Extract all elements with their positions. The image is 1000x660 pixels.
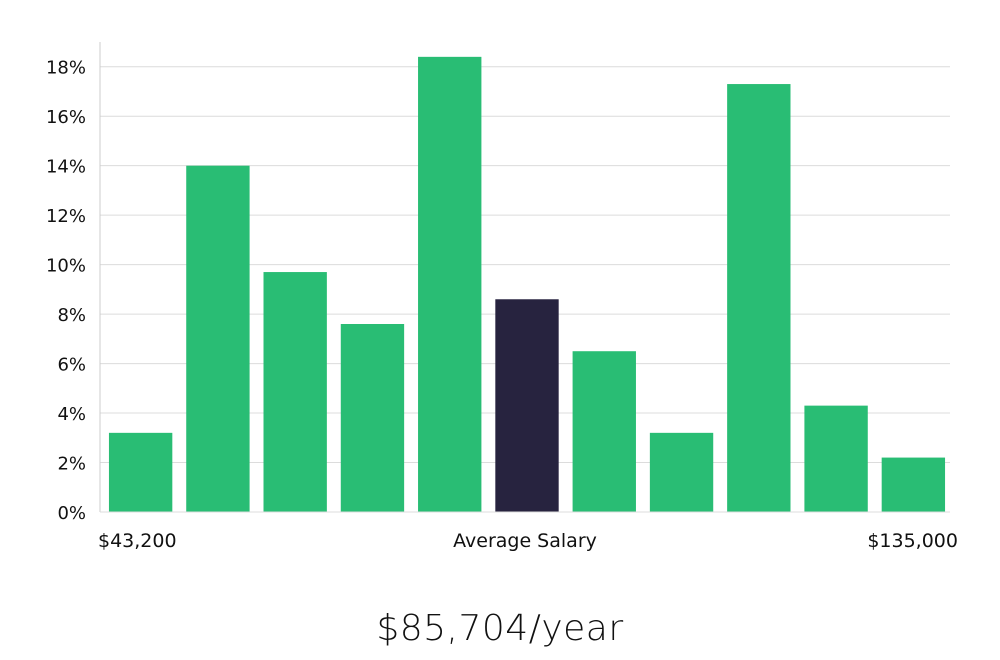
bars: [108, 56, 946, 513]
y-tick-label: 2%: [57, 454, 86, 475]
bar: [340, 324, 405, 512]
x-label-average-salary: Average Salary: [453, 530, 597, 552]
y-tick-label: 6%: [57, 355, 86, 376]
bar: [186, 165, 250, 512]
y-tick-label: 0%: [57, 503, 86, 524]
average-salary-value: $85,704/year: [376, 608, 624, 649]
y-tick-label: 10%: [46, 256, 86, 277]
bar: [727, 84, 791, 512]
x-label-min: $43,200: [98, 530, 177, 552]
bar: [108, 432, 173, 512]
bar: [881, 457, 946, 512]
y-tick-label: 8%: [57, 305, 86, 326]
y-tick-label: 14%: [46, 157, 86, 178]
y-tick-label: 4%: [57, 404, 86, 425]
bar-average-salary: [495, 299, 559, 512]
y-tick-label: 12%: [46, 206, 86, 227]
bar: [804, 405, 868, 512]
bar: [263, 272, 327, 512]
bar: [572, 351, 636, 512]
salary-histogram-chart: 0% 2% 4% 6% 8% 10% 12% 14% 16% 18% $43,200 Averag…: [46, 42, 958, 552]
y-axis-tick-labels: 0% 2% 4% 6% 8% 10% 12% 14% 16% 18%: [46, 58, 86, 524]
bar: [418, 56, 482, 513]
x-label-max: $135,000: [867, 530, 958, 552]
y-tick-label: 16%: [46, 107, 86, 128]
bar: [649, 432, 714, 512]
y-tick-label: 18%: [46, 58, 86, 79]
